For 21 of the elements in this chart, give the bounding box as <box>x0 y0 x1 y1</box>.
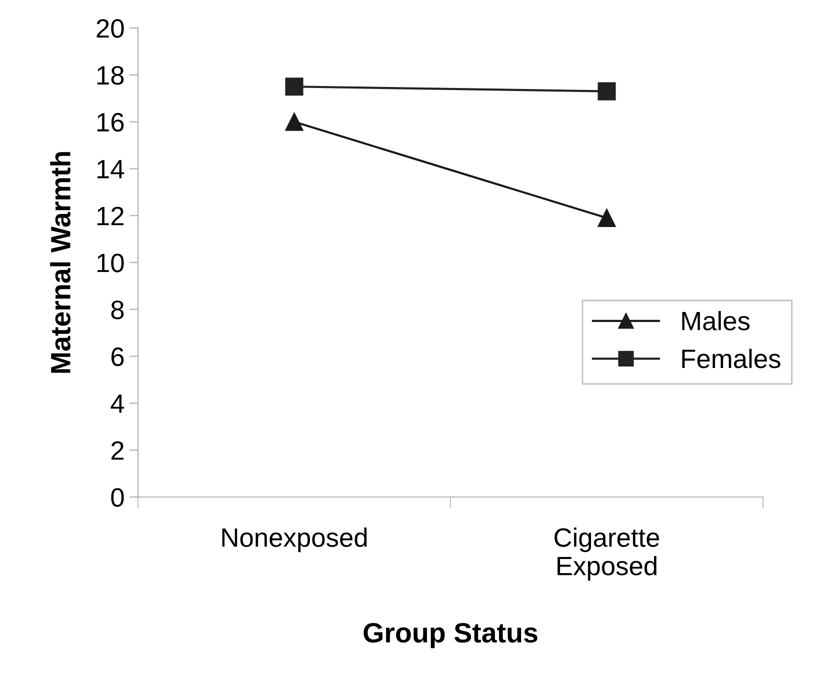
legend-label: Females <box>682 348 780 368</box>
point <box>598 208 616 227</box>
y-tick-label: 2 <box>111 441 124 460</box>
point <box>285 78 304 96</box>
y-tick-label: 8 <box>111 300 124 320</box>
y-tick-label: 4 <box>110 394 124 413</box>
x-tick-label: Nonexposed <box>222 528 367 552</box>
y-tick-label: 10 <box>97 254 124 272</box>
y-tick-label: 12 <box>97 206 124 226</box>
point <box>598 82 616 100</box>
legend-label: Males <box>682 311 750 330</box>
point <box>285 112 304 131</box>
x-tick-label: Cigarette Exposed <box>554 528 660 581</box>
y-tick-label: 6 <box>111 347 124 366</box>
y-tick-label: 20 <box>96 19 124 38</box>
y-tick-label: 18 <box>97 66 124 85</box>
y-tick-label: 0 <box>111 488 124 507</box>
x-axis-title: Group Status <box>364 622 538 648</box>
y-tick-label: 16 <box>97 112 124 132</box>
y-tick-label: 14 <box>97 160 124 178</box>
y-axis-title: Maternal Warmth <box>50 152 71 373</box>
